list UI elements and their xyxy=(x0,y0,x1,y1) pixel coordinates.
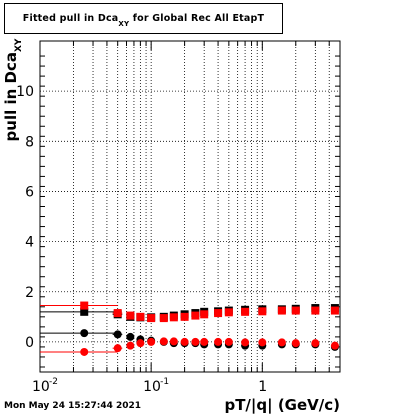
data-point xyxy=(330,341,339,350)
data-series xyxy=(40,301,339,323)
grid-layer xyxy=(39,41,341,372)
data-point xyxy=(147,337,156,346)
chart-title-main: Fitted pull in Dca xyxy=(22,13,119,24)
data-point xyxy=(214,337,223,346)
data-point xyxy=(159,337,168,346)
y-tick-label: 4 xyxy=(25,235,34,251)
data-point xyxy=(180,312,189,321)
data-point xyxy=(80,301,89,310)
data-point xyxy=(126,341,135,350)
series-layer xyxy=(40,301,339,356)
data-point xyxy=(113,309,122,318)
data-point xyxy=(241,307,250,316)
plot-frame xyxy=(39,40,341,373)
data-point xyxy=(113,330,122,339)
chart-title-subscript: XY xyxy=(118,19,130,28)
y-axis-label-subscript: XY xyxy=(14,38,24,53)
data-point xyxy=(126,311,135,320)
data-point xyxy=(330,306,339,315)
y-axis-label: pull in DcaXY xyxy=(2,30,24,150)
x-tick-label: 10 xyxy=(32,379,50,395)
data-point xyxy=(214,309,223,318)
data-point xyxy=(169,337,178,346)
data-point xyxy=(277,338,286,347)
y-tick-label: 8 xyxy=(25,134,34,150)
data-point xyxy=(258,338,267,347)
timestamp: Mon May 24 15:27:44 2021 xyxy=(4,401,142,411)
data-point xyxy=(224,308,233,317)
data-point xyxy=(241,338,250,347)
data-point xyxy=(191,337,200,346)
data-point xyxy=(80,307,89,316)
data-point xyxy=(159,314,168,323)
chart-title: Fitted pull in Dca XY for Global Rec All… xyxy=(4,3,283,34)
y-tick-label: 6 xyxy=(25,184,34,200)
data-point xyxy=(291,339,300,348)
data-point xyxy=(258,307,267,316)
x-axis-label: pT/|q| (GeV/c) xyxy=(224,396,340,414)
data-point xyxy=(191,311,200,320)
data-point xyxy=(291,306,300,315)
y-axis-label-main: pull in Dca xyxy=(2,52,20,142)
y-tick-label: 2 xyxy=(25,285,34,301)
data-point xyxy=(200,337,209,346)
x-tick-label: 1 xyxy=(258,379,267,395)
data-point xyxy=(311,306,320,315)
x-tick-exponent: -1 xyxy=(160,377,169,387)
data-point xyxy=(136,339,145,348)
data-point xyxy=(224,337,233,346)
x-tick-exponent: -2 xyxy=(49,377,58,387)
ticks-layer xyxy=(39,41,341,372)
y-tick-label: 0 xyxy=(25,335,34,351)
data-point xyxy=(200,310,209,319)
data-series xyxy=(40,337,339,356)
y-tick-label: 10 xyxy=(16,84,34,100)
data-point xyxy=(80,329,89,338)
data-point xyxy=(126,332,135,341)
data-point xyxy=(80,347,89,356)
data-point xyxy=(113,344,122,353)
data-point xyxy=(277,306,286,315)
chart-title-rest: for Global Rec All EtapT xyxy=(129,13,265,24)
x-tick-label: 10 xyxy=(143,379,161,395)
data-point xyxy=(311,339,320,348)
data-point xyxy=(136,312,145,321)
data-point xyxy=(180,337,189,346)
data-point xyxy=(147,314,156,323)
data-point xyxy=(169,313,178,322)
